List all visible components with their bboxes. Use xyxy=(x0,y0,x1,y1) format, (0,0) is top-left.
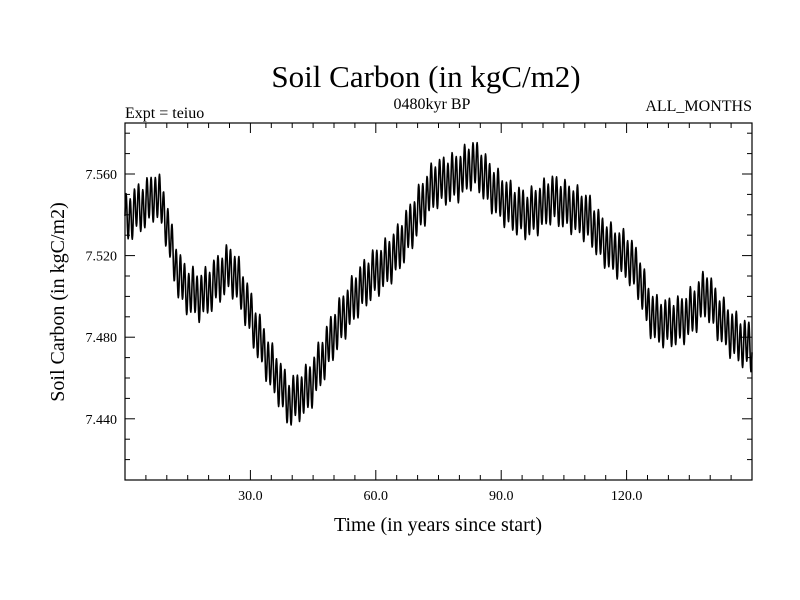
y-axis-label: Soil Carbon (in kgC/m2) xyxy=(47,202,69,401)
chart-title: Soil Carbon (in kgC/m2) xyxy=(271,59,580,94)
x-tick-label: 120.0 xyxy=(611,489,643,504)
months-label: ALL_MONTHS xyxy=(645,98,752,115)
x-tick-label: 60.0 xyxy=(364,489,389,504)
x-tick-label: 30.0 xyxy=(238,489,263,504)
period-label: 0480kyr BP xyxy=(394,96,471,113)
y-tick-label: 7.520 xyxy=(86,250,118,265)
experiment-label: Expt = teiuo xyxy=(125,105,204,122)
series-line-0 xyxy=(124,141,753,426)
y-tick-label: 7.480 xyxy=(86,331,118,346)
tick-layer: 30.0 60.0 90.0 120.0 7.440 7.480 7.520 7.560 xyxy=(86,123,752,504)
x-tick-label: 90.0 xyxy=(489,489,514,504)
x-axis-label: Time (in years since start) xyxy=(334,514,542,536)
y-tick-label: 7.560 xyxy=(86,168,118,183)
plot-layer xyxy=(124,141,753,426)
y-tick-label: 7.440 xyxy=(86,413,118,428)
